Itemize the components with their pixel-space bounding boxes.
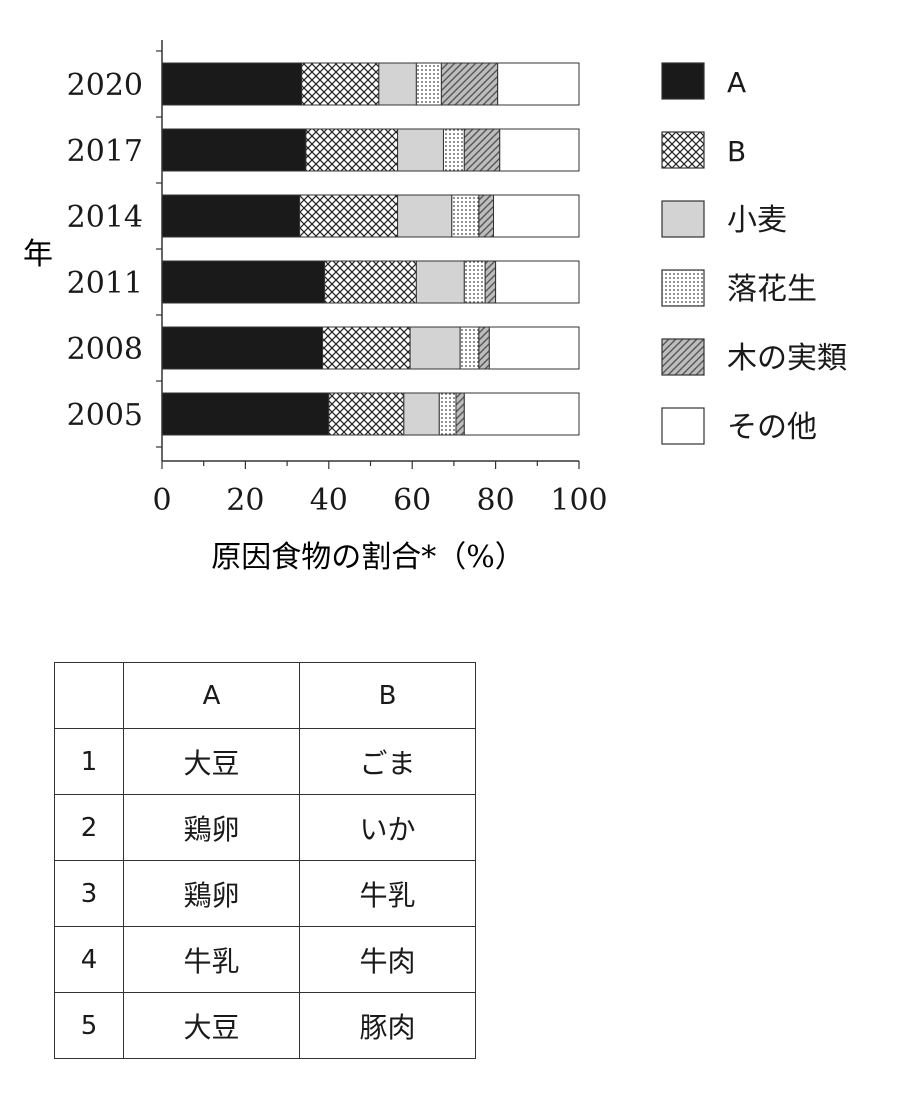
table-cell: 鶏卵 <box>123 860 300 927</box>
table-header-cell: B <box>299 662 476 729</box>
x-tick-label: 80 <box>477 483 515 518</box>
bar-segment-2011-5 <box>495 260 580 304</box>
bar-segment-2014-3 <box>451 194 480 238</box>
table-header-cell: A <box>123 662 300 729</box>
bar-segment-2017-0 <box>161 128 307 172</box>
table-row: 2 鶏卵 いか <box>54 794 476 861</box>
y-tick-label: 2020 <box>67 68 143 103</box>
y-tick-label: 2005 <box>67 398 143 433</box>
legend-label: B <box>727 135 746 168</box>
stacked-bar-chart: 2020 2017 2014 2011 2008 2005 0 20 40 60 80 100 A B… <box>23 40 847 575</box>
legend-label: その他 <box>727 410 817 445</box>
bar-segment-2005-4 <box>455 392 465 436</box>
bar-segment-2020-2 <box>378 62 417 106</box>
x-tick-label: 20 <box>226 483 264 518</box>
legend-label: 小麦 <box>727 203 787 238</box>
bar-segment-2008-4 <box>478 326 490 370</box>
table-header-cell <box>54 662 124 729</box>
bar-segment-2011-4 <box>484 260 497 304</box>
y-axis-label: 年 <box>23 237 53 272</box>
x-tick-label: 40 <box>310 483 348 518</box>
legend-label: 木の実類 <box>727 341 847 376</box>
bar-segment-2017-5 <box>499 128 580 172</box>
table-cell: 3 <box>54 860 124 927</box>
table-cell: 4 <box>54 926 124 993</box>
bar-segment-2017-3 <box>442 128 465 172</box>
legend-label: A <box>727 66 746 99</box>
table-cell: いか <box>299 794 476 861</box>
bar-segment-2008-1 <box>322 326 411 370</box>
table-cell: 牛乳 <box>299 860 476 927</box>
legend-label: 落花生 <box>727 272 817 307</box>
bar-segment-2011-0 <box>161 260 326 304</box>
bar-segment-2014-5 <box>493 194 580 238</box>
table-row: 3 鶏卵 牛乳 <box>54 860 476 927</box>
x-tick-label: 100 <box>550 483 607 518</box>
legend-swatch <box>661 131 705 169</box>
bar-segment-2005-3 <box>438 392 457 436</box>
bar-segment-2008-0 <box>161 326 324 370</box>
bar-segment-2017-1 <box>305 128 399 172</box>
bar-segment-2005-5 <box>463 392 580 436</box>
table-cell: 大豆 <box>123 992 300 1059</box>
table-row: 5 大豆 豚肉 <box>54 992 476 1059</box>
bar-segment-2011-2 <box>415 260 465 304</box>
bar-segment-2017-2 <box>397 128 444 172</box>
legend-swatch <box>661 338 705 376</box>
x-axis: 0 20 40 60 80 100 <box>152 40 608 518</box>
choice-table: A B 1 大豆 ごま 2 鶏卵 いか 3 鶏卵 牛乳 4 牛乳 牛肉 5 大豆 豚肉 <box>54 662 476 1059</box>
table-cell: ごま <box>299 728 476 795</box>
y-tick-label: 2017 <box>67 134 143 169</box>
x-tick-label: 60 <box>393 483 431 518</box>
bar-segment-2005-0 <box>161 392 330 436</box>
bar-segment-2020-4 <box>440 62 499 106</box>
table-cell: 豚肉 <box>299 992 476 1059</box>
y-tick-label: 2008 <box>67 332 143 367</box>
bar-segment-2008-2 <box>409 326 461 370</box>
legend-swatch <box>661 62 705 100</box>
table-cell: 5 <box>54 992 124 1059</box>
bar-segment-2014-4 <box>478 194 495 238</box>
bar-segment-2008-3 <box>459 326 480 370</box>
bar-segment-2005-1 <box>328 392 405 436</box>
x-axis-label: 原因食物の割合*（%） <box>211 540 525 575</box>
bar-segment-2005-2 <box>403 392 440 436</box>
table-cell: 牛肉 <box>299 926 476 993</box>
bar-segment-2011-1 <box>324 260 417 304</box>
bar-segment-2014-1 <box>299 194 399 238</box>
legend-swatch <box>661 269 705 307</box>
y-tick-label: 2014 <box>67 200 143 235</box>
bar-segment-2014-2 <box>397 194 453 238</box>
table-cell: 2 <box>54 794 124 861</box>
bar-segment-2017-4 <box>463 128 501 172</box>
table-cell: 鶏卵 <box>123 794 300 861</box>
bar-segment-2020-1 <box>301 62 380 106</box>
x-tick-label: 0 <box>152 483 171 518</box>
bar-segment-2020-0 <box>161 62 303 106</box>
bar-segment-2011-3 <box>463 260 486 304</box>
table-cell: 大豆 <box>123 728 300 795</box>
bar-segment-2020-5 <box>497 62 580 106</box>
table-cell: 1 <box>54 728 124 795</box>
legend-swatch <box>661 200 705 238</box>
table-row: 1 大豆 ごま <box>54 728 476 795</box>
bar-segment-2020-3 <box>415 62 442 106</box>
bars-layer: 2020 2017 2014 2011 2008 2005 <box>67 62 580 436</box>
bar-segment-2014-0 <box>161 194 301 238</box>
legend-swatch <box>661 407 705 445</box>
bar-segment-2008-5 <box>488 326 580 370</box>
table-row: 4 牛乳 牛肉 <box>54 926 476 993</box>
y-tick-label: 2011 <box>67 266 143 301</box>
table-cell: 牛乳 <box>123 926 300 993</box>
